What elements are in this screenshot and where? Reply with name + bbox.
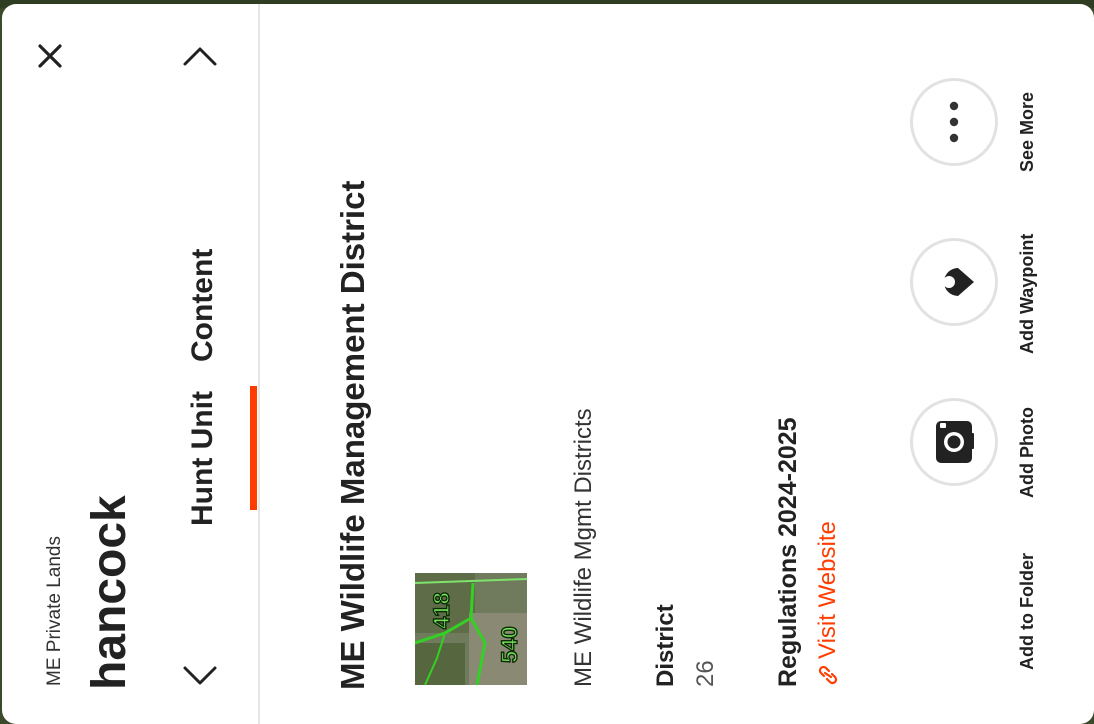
- active-tab-indicator: [250, 386, 257, 510]
- district-map-thumbnail: 418 540: [415, 573, 527, 685]
- header-title: hancock: [83, 495, 136, 690]
- collapse-up-button[interactable]: [178, 36, 222, 76]
- chevron-down-icon: [183, 666, 217, 685]
- detail-heading: ME Wildlife Management District: [334, 180, 371, 690]
- visit-website-link[interactable]: Visit Website: [814, 521, 842, 687]
- thumbnail-label-418: 418: [429, 592, 454, 629]
- header-subtitle: ME Private Lands: [44, 536, 65, 686]
- chevron-up-icon: [183, 47, 217, 66]
- link-icon: [818, 665, 838, 685]
- district-label: District: [652, 604, 679, 687]
- add-to-folder-button[interactable]: Add to Folder: [1017, 553, 1037, 670]
- visit-website-label: Visit Website: [814, 521, 841, 659]
- add-photo-label: Add Photo: [1017, 407, 1037, 498]
- tab-hunt-unit[interactable]: Hunt Unit: [186, 391, 219, 526]
- district-value: 26: [692, 660, 719, 687]
- close-icon: [38, 44, 62, 68]
- thumbnail-label-540: 540: [497, 626, 522, 663]
- feature-info-panel: ME Private Lands hancock Hunt Unit Conte…: [2, 4, 1094, 724]
- close-button[interactable]: [30, 36, 70, 76]
- see-more-button[interactable]: [910, 78, 998, 166]
- expand-down-button[interactable]: [178, 656, 222, 696]
- regulations-label: Regulations 2024-2025: [774, 417, 802, 687]
- add-photo-button[interactable]: [910, 398, 998, 486]
- layer-name: ME Wildlife Mgmt Districts: [570, 408, 597, 687]
- panel-divider: [258, 4, 260, 724]
- add-waypoint-button[interactable]: [910, 238, 998, 326]
- add-waypoint-label: Add Waypoint: [1017, 233, 1037, 354]
- more-dots-icon: [949, 101, 959, 143]
- tab-content[interactable]: Content: [186, 248, 219, 362]
- waypoint-pin-icon: [943, 268, 974, 296]
- see-more-label: See More: [1017, 91, 1037, 172]
- camera-icon: [936, 421, 974, 463]
